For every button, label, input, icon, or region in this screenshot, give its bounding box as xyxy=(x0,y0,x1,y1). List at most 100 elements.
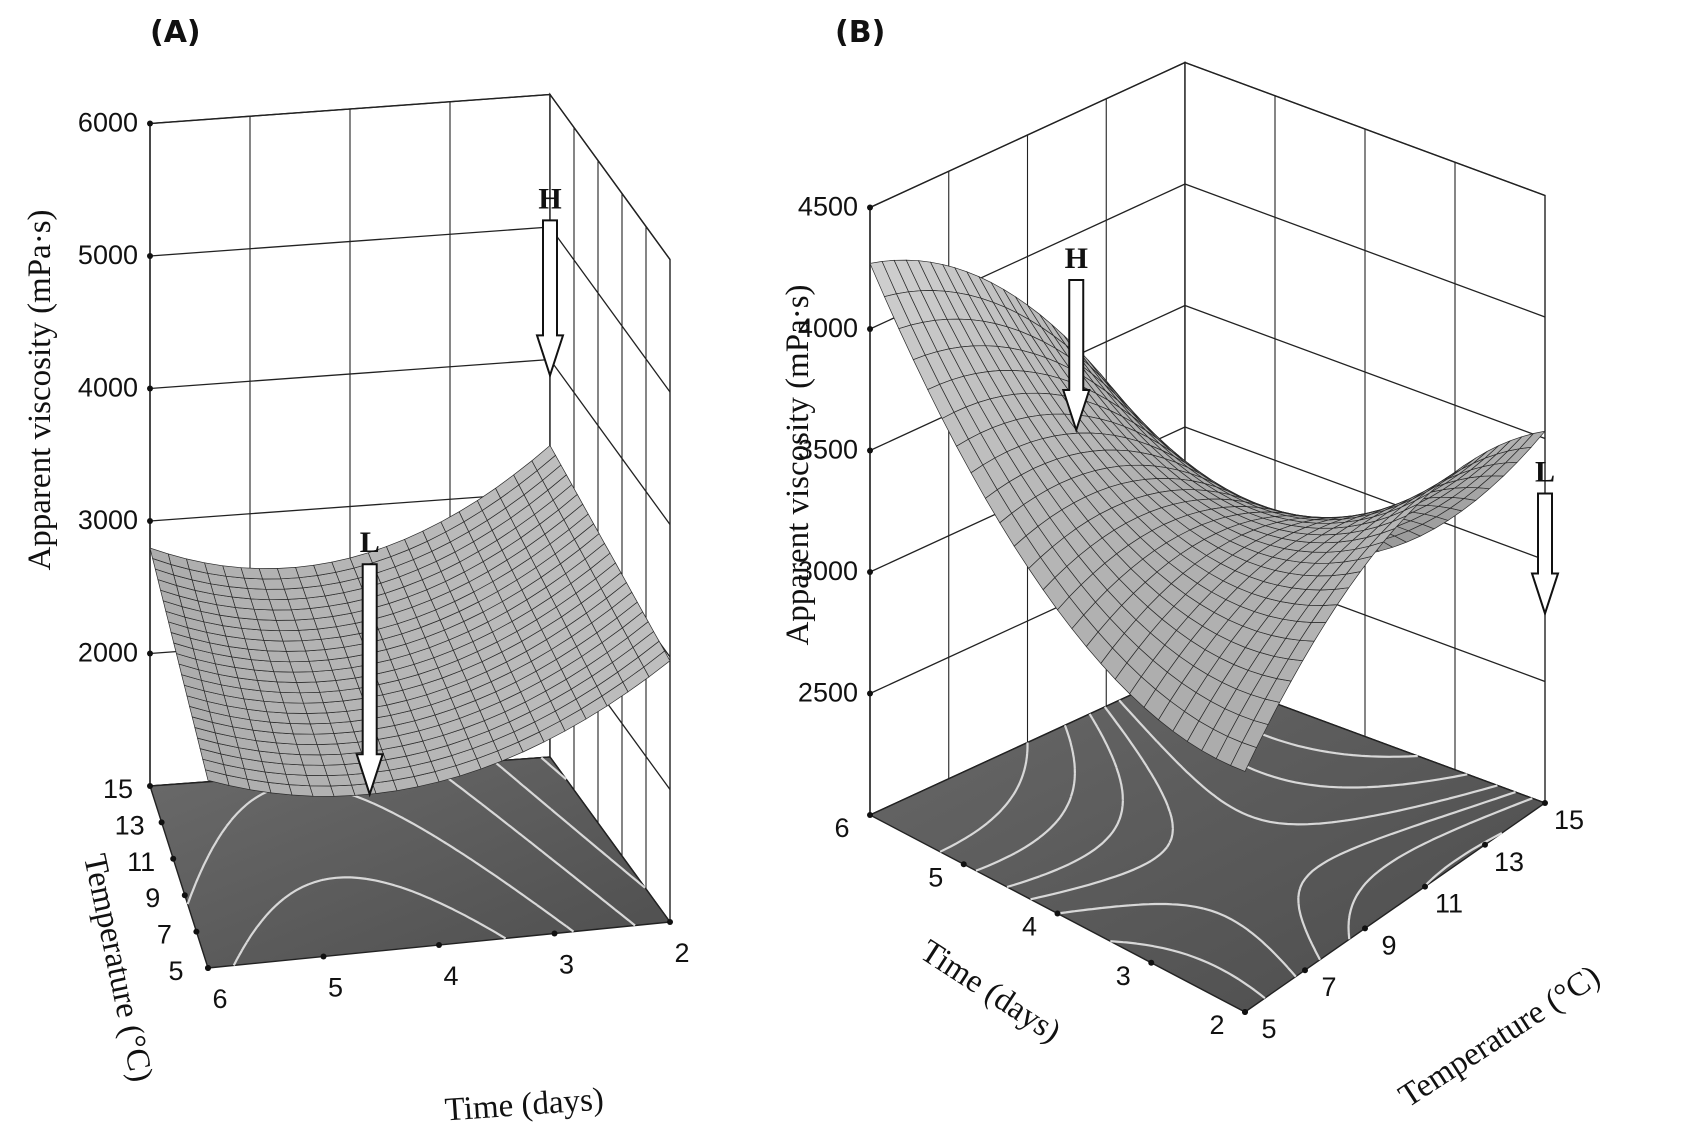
surface-cell xyxy=(296,681,321,694)
contour-plane xyxy=(149,756,672,969)
surface-cell xyxy=(289,723,315,735)
z-ticks-a: 6000 5000 4000 3000 2000 xyxy=(78,108,153,668)
z-axis-title-a: Apparent viscosity (mPa·s) xyxy=(22,209,58,570)
x-tick-label: 6 xyxy=(834,813,849,843)
z-tick-label: 2500 xyxy=(798,678,858,708)
surface-cell xyxy=(326,774,352,787)
x-axis-title-b: Time (days) xyxy=(914,933,1067,1050)
surface-cell xyxy=(294,618,318,631)
surface-cell xyxy=(265,588,289,601)
surface-cell xyxy=(309,785,335,797)
surface-cell xyxy=(326,710,351,724)
z-tick-label: 4500 xyxy=(798,192,858,222)
x-tick-mark xyxy=(436,942,442,948)
surface-cell xyxy=(282,640,306,652)
z-tick-mark xyxy=(867,326,873,332)
surface-cell xyxy=(279,691,304,704)
surface-cell xyxy=(288,784,314,797)
surface-cell xyxy=(296,743,321,756)
surface-cell xyxy=(299,754,325,766)
surface-cell xyxy=(301,638,326,652)
y-axis-title-b: Temperature (°C) xyxy=(1393,958,1607,1114)
surface-cell xyxy=(275,742,301,755)
z-tick-label: 3500 xyxy=(798,435,858,465)
surface-cell xyxy=(302,702,328,714)
x-tick-mark xyxy=(667,919,673,925)
contour-floor-a xyxy=(149,756,672,969)
z-tick-mark xyxy=(147,518,153,524)
surface-cell xyxy=(266,650,291,663)
marker-arrow xyxy=(355,563,385,798)
x-tick-label: 3 xyxy=(1116,961,1131,991)
surface-cell xyxy=(268,599,292,611)
y-tick-label: 11 xyxy=(127,847,155,877)
markers-b: HL xyxy=(1061,242,1560,617)
surface-cell xyxy=(336,741,362,755)
surface-cell xyxy=(319,690,344,703)
y-tick-label: 7 xyxy=(157,920,172,950)
surface-cell xyxy=(323,764,349,776)
surface-cell xyxy=(273,671,297,683)
y-tick-mark xyxy=(1242,1009,1248,1015)
z-tick-label: 4000 xyxy=(798,313,858,343)
contour-line xyxy=(1006,713,1533,940)
surface-cell xyxy=(309,722,335,735)
surface-cell xyxy=(289,660,314,673)
z-tick-mark xyxy=(867,447,873,454)
y-tick-mark xyxy=(158,819,165,826)
y-tick-label: 5 xyxy=(1261,1014,1276,1044)
y-tick-mark xyxy=(193,928,200,935)
surface-cell xyxy=(302,764,328,776)
y-tick-mark xyxy=(205,965,211,971)
y-ticks-a: 15 13 11 9 7 5 xyxy=(103,774,211,986)
surface-cell xyxy=(286,712,311,725)
x-tick-label: 4 xyxy=(443,961,458,991)
x-tick-mark xyxy=(1054,910,1061,917)
y-tick-label: 11 xyxy=(1435,889,1463,919)
y-tick-mark xyxy=(1422,883,1428,890)
surface-cell xyxy=(275,619,299,632)
z-tick-mark xyxy=(147,385,153,392)
wall-gridline xyxy=(549,359,671,525)
response-surface-b xyxy=(869,259,1546,772)
y-tick-label: 9 xyxy=(145,883,160,913)
y-tick-label: 15 xyxy=(1554,805,1584,835)
y-tick-label: 5 xyxy=(168,956,183,986)
surface-cell xyxy=(285,650,310,663)
surface-cell xyxy=(1518,430,1546,450)
surface-cell xyxy=(306,712,331,725)
z-tick-label: 3000 xyxy=(798,556,858,586)
surface-cell xyxy=(269,721,294,735)
x-ticks-a: 6 5 4 3 2 xyxy=(205,919,690,1014)
contour-line xyxy=(1057,699,1498,978)
y-tick-mark xyxy=(1482,841,1488,848)
surface-cell xyxy=(292,671,317,683)
marker-arrow xyxy=(535,219,565,379)
y-tick-label: 9 xyxy=(1381,930,1396,960)
surface-cell xyxy=(278,752,304,766)
y-tick-mark xyxy=(1362,925,1368,932)
surface-cell xyxy=(308,659,333,673)
z-axis-title-b: Apparent viscosity (mPa·s) xyxy=(780,284,816,645)
surface-cell xyxy=(313,733,338,745)
z-tick-mark xyxy=(147,650,153,657)
y-ticks-b: 5 7 9 11 13 15 xyxy=(1242,800,1584,1044)
x-tick-mark xyxy=(1148,959,1155,966)
surface-cell xyxy=(305,775,332,787)
x-tick-label: 4 xyxy=(1022,912,1037,942)
x-tick-mark xyxy=(551,930,558,937)
y-tick-label: 15 xyxy=(103,774,133,804)
surface-cell xyxy=(315,680,340,693)
surface-cell xyxy=(287,597,311,611)
contour-line xyxy=(939,742,1029,853)
panel-label-b: (B) xyxy=(835,15,885,50)
wall-gridline xyxy=(549,226,671,393)
surface-cell xyxy=(330,784,356,797)
surface-cell xyxy=(319,753,345,766)
z-tick-label: 2000 xyxy=(78,638,138,668)
surface-cell xyxy=(290,608,315,621)
x-tick-mark xyxy=(867,812,873,818)
